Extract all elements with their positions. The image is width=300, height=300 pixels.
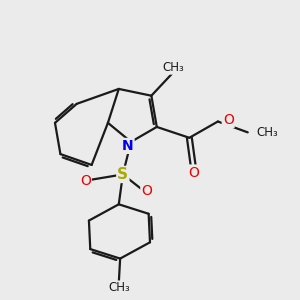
Text: O: O: [80, 174, 91, 188]
Text: N: N: [122, 139, 134, 153]
Text: O: O: [141, 184, 152, 198]
Text: CH₃: CH₃: [256, 126, 278, 139]
Text: CH₃: CH₃: [108, 281, 130, 294]
Text: O: O: [223, 113, 234, 127]
Text: CH₃: CH₃: [162, 61, 184, 74]
Text: O: O: [188, 166, 199, 179]
Text: S: S: [117, 167, 128, 182]
